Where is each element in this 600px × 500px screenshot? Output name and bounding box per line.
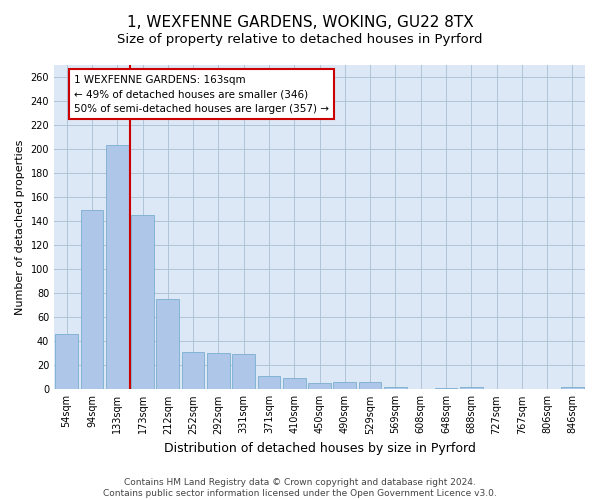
Bar (182, 352, 205, 390)
Bar (106, 146, 128, 390)
Y-axis label: Number of detached properties: Number of detached properties (15, 140, 25, 315)
Bar (131, 215, 154, 390)
Text: 1 WEXFENNE GARDENS: 163sqm
← 49% of detached houses are smaller (346)
50% of sem: 1 WEXFENNE GARDENS: 163sqm ← 49% of deta… (74, 74, 329, 114)
X-axis label: Distribution of detached houses by size in Pyrford: Distribution of detached houses by size … (164, 442, 475, 455)
Bar (460, 387, 482, 390)
Text: Size of property relative to detached houses in Pyrford: Size of property relative to detached ho… (117, 32, 483, 46)
Bar (384, 387, 407, 390)
Text: 1, WEXFENNE GARDENS, WOKING, GU22 8TX: 1, WEXFENNE GARDENS, WOKING, GU22 8TX (127, 15, 473, 30)
Bar (55, 334, 78, 390)
Bar (232, 354, 255, 390)
Bar (283, 378, 305, 390)
Bar (257, 376, 280, 390)
Bar (359, 382, 382, 390)
Text: Contains HM Land Registry data © Crown copyright and database right 2024.
Contai: Contains HM Land Registry data © Crown c… (103, 478, 497, 498)
Bar (334, 382, 356, 390)
Bar (308, 384, 331, 390)
Bar (434, 388, 457, 390)
Bar (80, 210, 103, 390)
Bar (207, 354, 230, 390)
Bar (561, 387, 584, 390)
Bar (157, 299, 179, 390)
